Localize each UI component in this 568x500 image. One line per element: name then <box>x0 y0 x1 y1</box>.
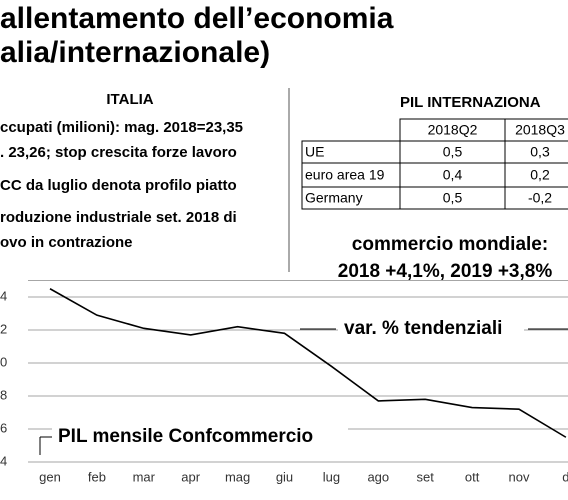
x-tick-label: mar <box>133 469 156 484</box>
annotation: var. % tendenziali <box>344 318 502 339</box>
x-tick-label: gen <box>39 469 61 484</box>
title-line: alia/internazionale) <box>0 36 270 69</box>
x-tick-label: feb <box>88 469 106 484</box>
y-tick-label: 4 <box>0 288 7 303</box>
cell-border <box>504 186 568 210</box>
commercio-line: 2018 +4,1%, 2019 +3,8% <box>338 261 553 282</box>
italia-notes: ccupati (milioni): mag. 2018=23,35 . 23,2… <box>0 119 243 251</box>
column-header: 2018Q2 <box>428 122 478 138</box>
section-title: ITALIA <box>106 91 153 108</box>
x-tick-label: set <box>417 469 435 484</box>
title-line: allentamento dell’economia <box>0 2 394 35</box>
note-line: . 23,26; stop crescita forze lavoro <box>0 144 237 161</box>
section-title: PIL INTERNAZIONA <box>400 94 541 111</box>
y-tick-label: 6 <box>0 420 7 435</box>
note-line: CC da luglio denota profilo piatto <box>0 177 237 194</box>
note-line: roduzione industriale set. 2018 di <box>0 209 237 226</box>
column-header: 2018Q3 <box>515 122 565 138</box>
x-tick-label: d <box>562 469 568 484</box>
y-tick-label: 0 <box>0 354 7 369</box>
commercio-line: commercio mondiale: <box>352 234 548 255</box>
cell-value: 0,5 <box>443 144 463 160</box>
x-tick-label: nov <box>509 469 530 484</box>
annotation-rule <box>39 436 52 455</box>
cell-value: 0,2 <box>530 167 550 183</box>
x-tick-label: lug <box>323 469 340 484</box>
cell-value: 0,3 <box>530 144 550 160</box>
cell-value: 0,4 <box>443 167 463 183</box>
cell-value: -0,2 <box>528 190 552 206</box>
row-label: euro area 19 <box>305 167 385 183</box>
annotation: PIL mensile Confcommercio <box>58 426 313 447</box>
pil-table: 2018Q2 2018Q3 UE 0,5 0,3 euro area 19 0,4 0,2 Ge… <box>301 118 568 210</box>
x-tick-label: giu <box>276 469 293 484</box>
note-line: ccupati (milioni): mag. 2018=23,35 <box>0 119 243 136</box>
note-line: ovo in contrazione <box>0 234 133 251</box>
row-label: Germany <box>305 190 363 206</box>
y-tick-label: 2 <box>0 321 7 336</box>
x-tick-label: apr <box>181 469 200 484</box>
x-tick-label: mag <box>225 469 250 484</box>
annotation-bg <box>52 424 348 450</box>
y-tick-label: 8 <box>0 387 7 402</box>
line-chart: 4 2 0 8 6 4 gen feb mar apr mag giu lug ago set ott nov d… <box>0 280 568 484</box>
x-tick-label: ott <box>465 469 480 484</box>
annotation-bg <box>338 316 524 340</box>
x-tick-label: ago <box>367 469 389 484</box>
series-line <box>49 288 567 438</box>
y-tick-label: 4 <box>0 453 7 468</box>
cell-value: 0,5 <box>443 190 463 206</box>
row-label: UE <box>305 144 324 160</box>
